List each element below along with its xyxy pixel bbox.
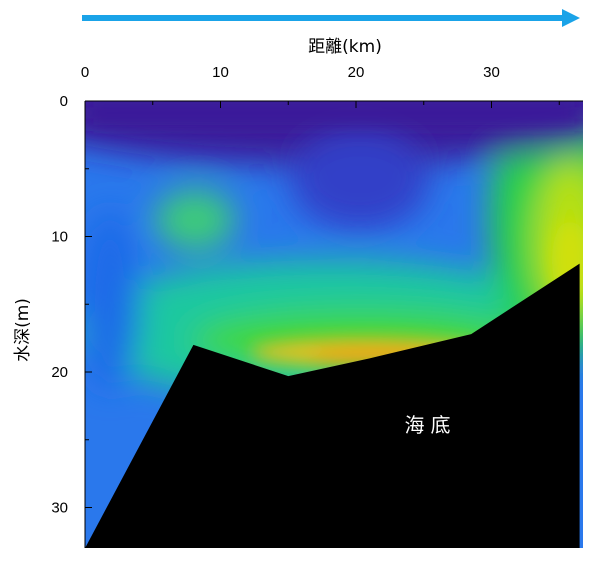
- heatmap-field: [85, 101, 583, 548]
- x-axis-title: 距離(km): [308, 37, 382, 57]
- x-tick-label: 10: [212, 64, 229, 81]
- y-axis-ticks: 0 10 20 30: [51, 93, 92, 517]
- seafloor-label: 海底: [405, 413, 457, 437]
- x-tick-label: 0: [81, 64, 89, 81]
- y-tick-label: 30: [51, 500, 68, 517]
- y-axis-title: 水深(m): [13, 298, 33, 362]
- x-tick-label: 20: [348, 64, 365, 81]
- y-tick-label: 0: [60, 93, 68, 110]
- x-tick-label: 30: [483, 64, 500, 81]
- axes: 0 10 20 30 0 10 20 30: [51, 64, 583, 548]
- seafloor-area: [85, 263, 580, 548]
- x-axis-ticks: 0 10 20 30: [81, 64, 560, 108]
- y-tick-label: 20: [51, 364, 68, 381]
- y-tick-label: 10: [51, 229, 68, 246]
- direction-arrow: [82, 9, 580, 27]
